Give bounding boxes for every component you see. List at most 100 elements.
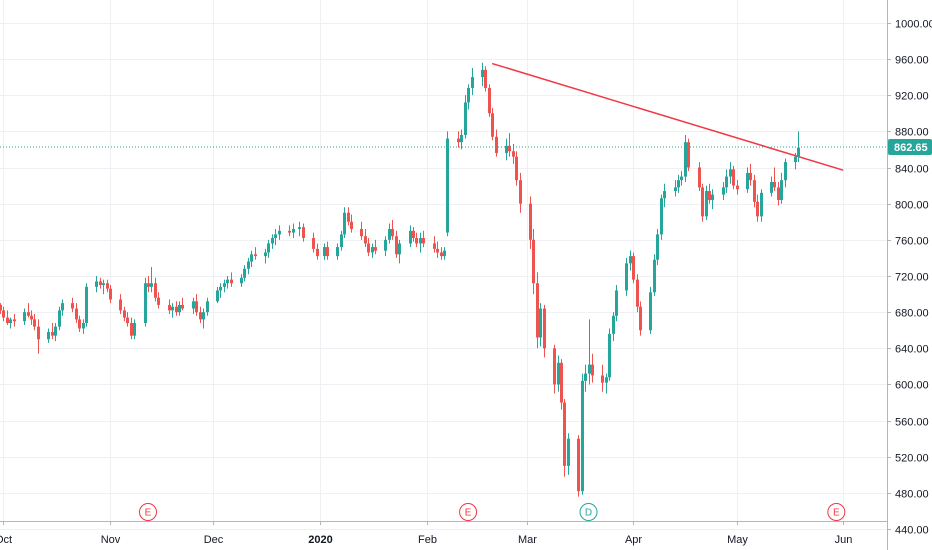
candle-body [388, 228, 391, 240]
candle-body [481, 69, 484, 78]
candle-body [780, 180, 783, 201]
candle-body [605, 377, 608, 383]
candle-body [254, 254, 257, 257]
candle-body [364, 236, 367, 244]
candle-body [519, 180, 522, 204]
candle-body [553, 348, 556, 385]
candle-body [123, 310, 126, 318]
candle-body [725, 176, 728, 188]
candle-body [274, 234, 277, 239]
event-marker[interactable]: E [459, 503, 478, 521]
candle-body [206, 301, 209, 313]
candle-body [250, 254, 253, 262]
candle-body [216, 290, 219, 302]
gridlines [0, 0, 887, 530]
candle-body [302, 227, 305, 239]
trendline[interactable] [491, 62, 844, 171]
candle-body [267, 243, 270, 253]
candle-body [30, 315, 33, 320]
y-tick-label: 640.00 [895, 344, 929, 356]
event-marker-circle[interactable] [579, 503, 598, 521]
x-tick-label: Mar [518, 534, 537, 546]
candle-body [515, 156, 518, 181]
candle-body [567, 438, 570, 466]
candle-body [539, 308, 542, 338]
candle-body [680, 176, 683, 181]
candle-body [753, 180, 756, 202]
candle-body [422, 238, 425, 244]
candle-body [656, 234, 659, 260]
candle-body [615, 290, 618, 316]
candle-body [415, 238, 418, 244]
candle-body [192, 301, 195, 309]
candle-body [588, 364, 591, 374]
y-tick-label: 920.00 [895, 91, 929, 103]
candle-body [612, 315, 615, 334]
candle-body [794, 156, 797, 163]
candle-body [202, 312, 205, 320]
candle-body [591, 364, 594, 376]
candle-body [708, 191, 711, 201]
candle-body [323, 247, 326, 257]
y-tick-label: 680.00 [895, 308, 929, 320]
candle-body [78, 319, 81, 329]
candle-body [684, 142, 687, 177]
candle-body [722, 187, 725, 195]
candle-body [457, 138, 460, 143]
x-tick-label: Feb [418, 534, 437, 546]
y-tick-label: 1000.00 [895, 19, 932, 31]
candle-body [529, 203, 532, 240]
candle-body [168, 304, 171, 311]
candle-body [398, 243, 401, 255]
candle-body [106, 283, 109, 289]
candle-body [770, 181, 773, 193]
candle-body [371, 247, 374, 253]
candle-body [563, 402, 566, 466]
event-marker-circle[interactable] [827, 503, 846, 521]
candle-body [99, 281, 102, 286]
candle-body [133, 323, 136, 336]
candle-body [147, 283, 150, 287]
candle-body [625, 263, 628, 291]
candle-body [374, 247, 377, 251]
last-price-line: 862.65 [0, 139, 932, 156]
candle-body [292, 228, 295, 233]
x-tick-label: Nov [101, 534, 121, 546]
event-marker-circle[interactable] [459, 503, 478, 521]
event-marker-circle[interactable] [138, 503, 157, 521]
candle-body [636, 279, 639, 307]
candle-body [577, 438, 580, 492]
x-tick-label: Dec [204, 534, 224, 546]
candle-body [95, 281, 98, 287]
candle-body [47, 332, 50, 340]
candle-body [543, 308, 546, 349]
candle-body [608, 333, 611, 378]
y-tick-label: 800.00 [895, 200, 929, 212]
y-tick-label: 520.00 [895, 453, 929, 465]
candle-body [181, 304, 184, 309]
y-tick-label: 720.00 [895, 272, 929, 284]
candle-body [711, 194, 714, 201]
x-tick-label: Oct [0, 534, 12, 546]
x-tick-label: Apr [625, 534, 642, 546]
candle-body [601, 375, 604, 383]
candle-body [347, 212, 350, 222]
candle-body [298, 227, 301, 229]
y-tick-label: 960.00 [895, 55, 929, 67]
candle-body [226, 279, 229, 284]
candle-body [150, 283, 153, 287]
candle-body [243, 268, 246, 278]
event-marker[interactable]: D [579, 503, 598, 521]
event-marker[interactable]: E [138, 503, 157, 521]
candle-body [27, 312, 30, 316]
candle-body [6, 317, 9, 324]
event-marker[interactable]: E [827, 503, 846, 521]
event-marker-label: E [465, 508, 472, 519]
candle-body [698, 167, 701, 188]
candle-body [2, 310, 5, 318]
candle-body [412, 230, 415, 239]
last-price-label: 862.65 [894, 142, 928, 154]
candle-body [443, 250, 446, 257]
